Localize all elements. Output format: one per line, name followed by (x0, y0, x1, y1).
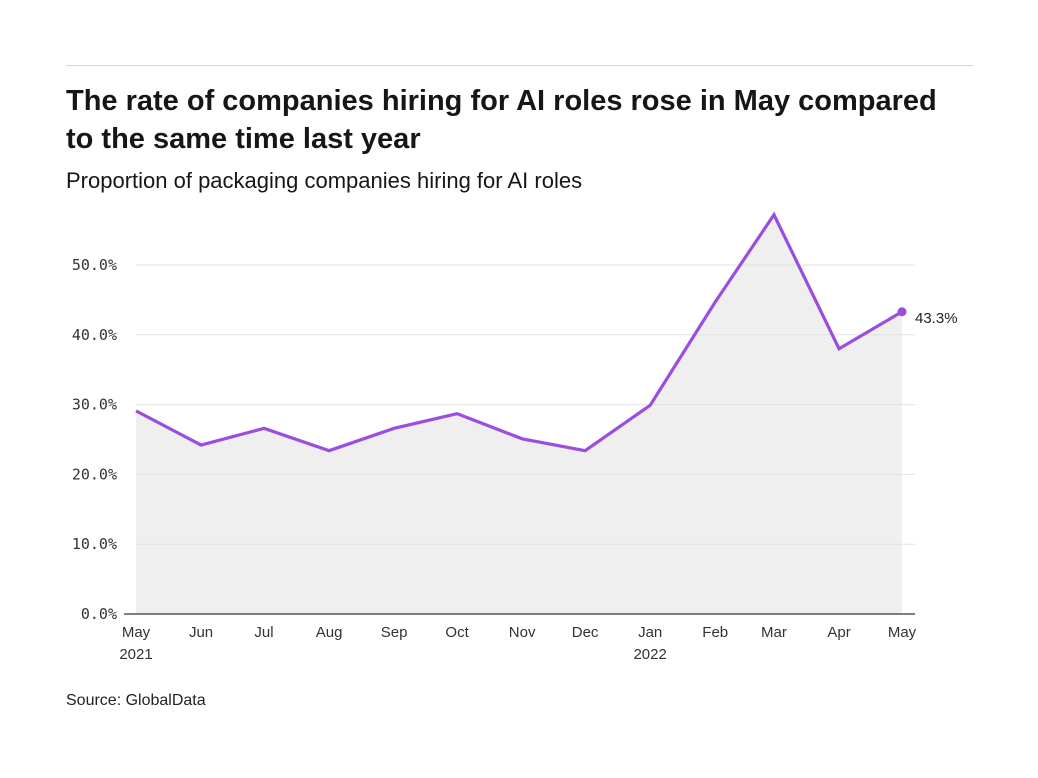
end-point-marker (897, 307, 907, 317)
end-value-label: 43.3% (915, 310, 958, 327)
area-fill (136, 214, 902, 614)
x-tick-year-label: 2021 (119, 646, 152, 663)
x-tick-label: Sep (381, 624, 408, 641)
y-tick-label: 50.0% (72, 256, 117, 274)
x-tick-label: Jan (638, 624, 662, 641)
x-tick-label: Feb (702, 624, 728, 641)
chart-title: The rate of companies hiring for AI role… (66, 85, 937, 155)
y-tick-label: 20.0% (72, 465, 117, 483)
x-tick-label: Nov (509, 624, 536, 641)
x-tick-label: May (888, 624, 917, 641)
source-note: Source: GlobalData (66, 692, 206, 709)
x-tick-year-label: 2022 (633, 646, 666, 663)
x-tick-label: Jun (189, 624, 213, 641)
top-rule (66, 65, 973, 66)
x-tick-label: Apr (827, 624, 850, 641)
y-tick-label: 30.0% (72, 396, 117, 414)
x-tick-label: Mar (761, 624, 787, 641)
y-tick-label: 40.0% (72, 326, 117, 344)
x-tick-label: May (122, 624, 151, 641)
y-tick-label: 0.0% (81, 605, 117, 623)
x-tick-label: Aug (316, 624, 343, 641)
y-tick-label: 10.0% (72, 535, 117, 553)
chart-subtitle: Proportion of packaging companies hiring… (66, 168, 583, 193)
x-tick-label: Jul (254, 624, 273, 641)
x-tick-label: Dec (572, 624, 599, 641)
x-tick-label: Oct (445, 624, 469, 641)
